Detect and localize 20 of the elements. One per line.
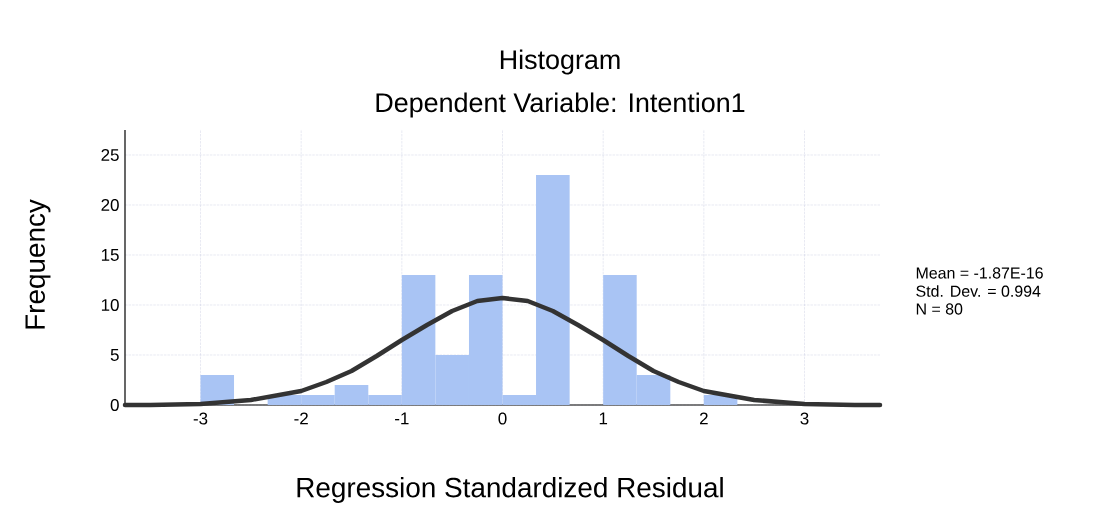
chart-title: Histogram xyxy=(500,49,620,75)
text: Std. Dev. = 0.994 xyxy=(916,285,1041,297)
y-tick-label: 20 xyxy=(101,199,119,211)
y-tick-label: 25 xyxy=(101,149,119,161)
x-tick-label: 3 xyxy=(800,412,809,425)
x-axis-title: Regression Standardized Residual xyxy=(297,477,723,503)
text: N = 80 xyxy=(916,303,963,315)
x-tick-label: -3 xyxy=(193,412,208,425)
y-tick-label: 5 xyxy=(110,349,119,361)
y-tick-label: 15 xyxy=(101,249,119,261)
y-axis-title: Frequency xyxy=(25,199,51,329)
chart-subtitle: Dependent Variable: Intention1 xyxy=(376,92,745,118)
x-tick-label: -1 xyxy=(395,412,409,425)
x-tick-label: 1 xyxy=(599,412,608,425)
x-tick-label: 2 xyxy=(699,412,708,425)
y-tick-label: 0 xyxy=(110,399,119,411)
text: Mean = -1.87E-16 xyxy=(916,267,1043,279)
y-tick-label: 10 xyxy=(101,299,119,311)
x-tick-label: -2 xyxy=(294,412,308,425)
x-tick-label: 0 xyxy=(498,412,507,425)
